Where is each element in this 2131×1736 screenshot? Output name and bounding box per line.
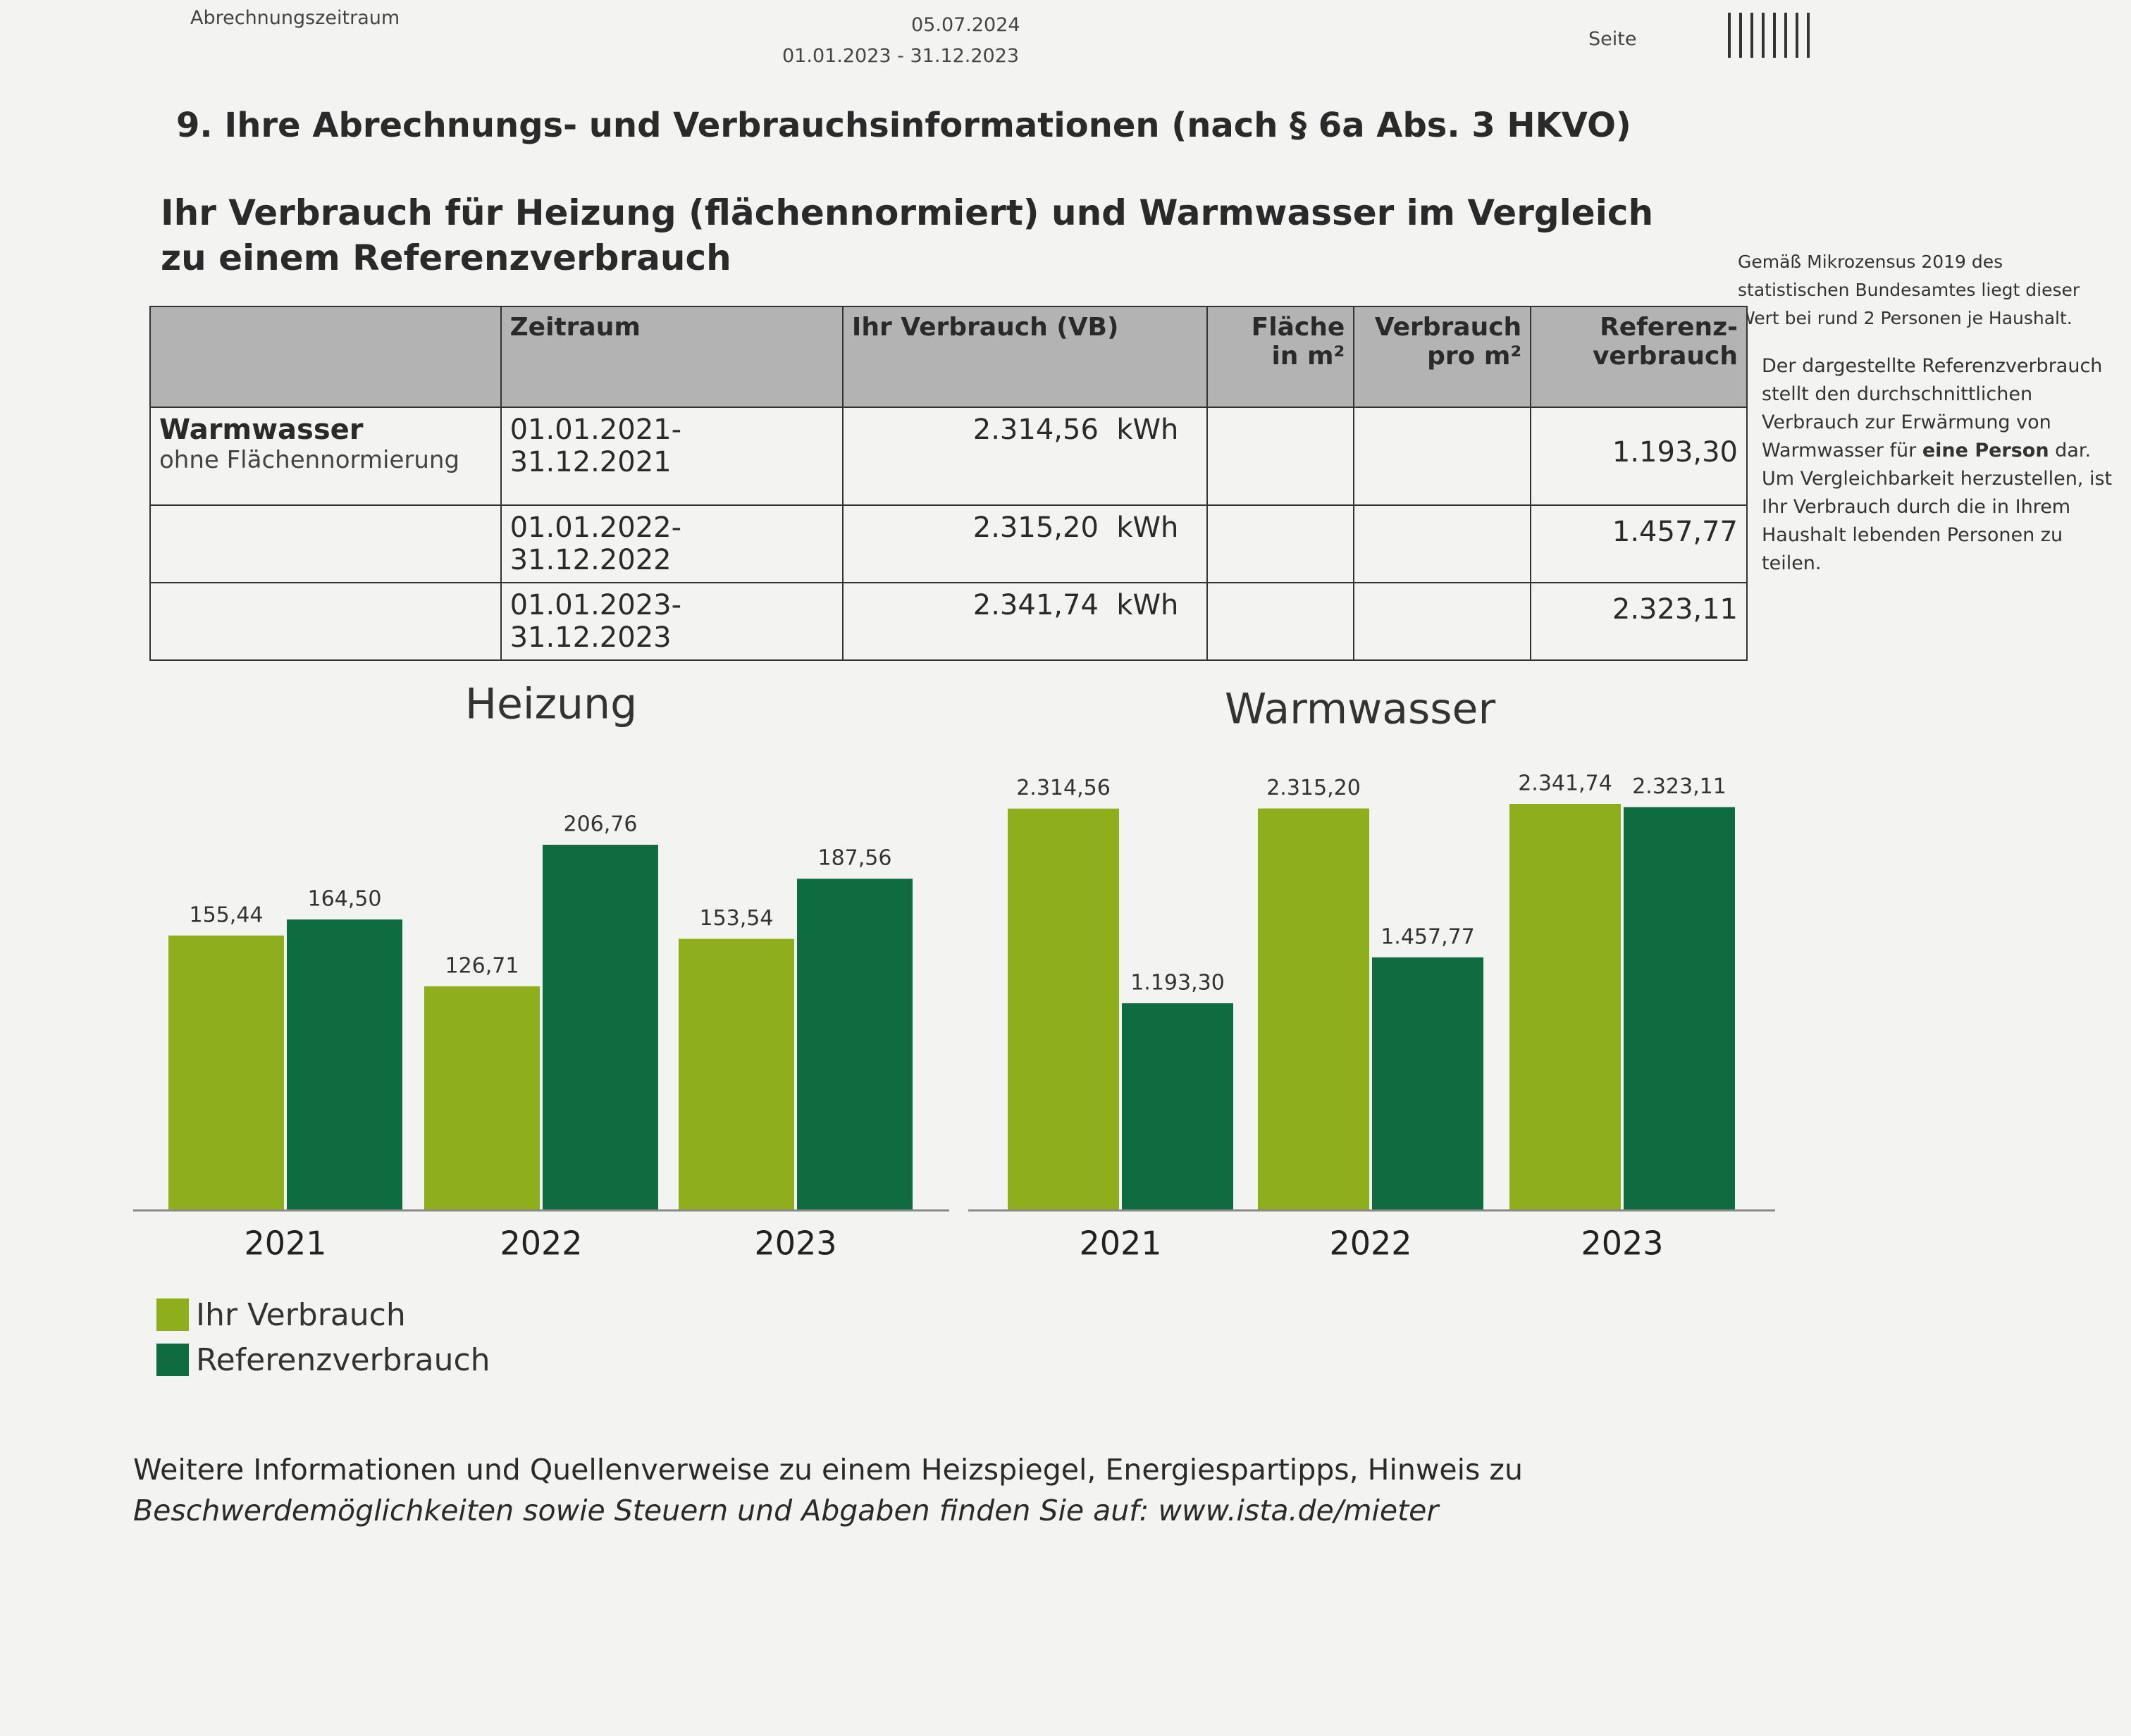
bar: [424, 986, 540, 1210]
bar: [1122, 1003, 1233, 1210]
cell: Warmwasser ohne Flächennormierung: [149, 407, 502, 506]
x-tick-label: 2023: [754, 1224, 836, 1263]
value-label: 155,44: [190, 903, 264, 927]
cell: 2.314,56 kWh: [841, 407, 1209, 506]
header-text: Referenz-: [1600, 313, 1738, 342]
bar: [168, 935, 284, 1210]
value-label: 2.341,74: [1518, 771, 1612, 796]
consumption-table: Zeitraum Ihr Verbrauch (VB) Fläche in m² …: [149, 306, 1748, 661]
bar: [1258, 808, 1369, 1210]
x-tick-label: 2021: [244, 1224, 326, 1263]
header-cell: Ihr Verbrauch (VB): [841, 306, 1209, 408]
bar: [543, 845, 658, 1210]
header-cell: [149, 306, 502, 408]
table-row: 01.01.2022-31.12.2022 2.315,20 kWh 1.457…: [149, 504, 1748, 583]
row-label: Warmwasser: [159, 414, 364, 446]
cell: 2.315,20 kWh: [841, 504, 1209, 583]
table-row: 01.01.2023-31.12.2023 2.341,74 kWh 2.323…: [149, 582, 1748, 661]
value-label: 206,76: [564, 812, 638, 837]
header-text: verbrauch: [1592, 342, 1738, 371]
row-sublabel: ohne Flächennormierung: [159, 446, 460, 474]
value-label: 2.323,11: [1632, 774, 1727, 799]
date: 05.07.2024: [911, 14, 1020, 36]
cell: 01.01.2023-31.12.2023: [500, 582, 844, 661]
header-text: in m²: [1271, 342, 1345, 371]
value-label: 126,71: [445, 953, 519, 978]
cell: 01.01.2022-31.12.2022: [500, 504, 844, 583]
header-cell: Fläche in m²: [1206, 306, 1355, 408]
note: Der dargestellte Referenzverbrauch stell…: [1762, 352, 2114, 578]
page-label: Seite: [1588, 28, 1637, 50]
bar: [679, 938, 794, 1210]
unit: kWh: [1116, 589, 1179, 621]
value-label: 2.314,56: [1016, 776, 1111, 800]
note: Gemäß Mikrozensus 2019 des statistischen…: [1738, 252, 2080, 328]
cell: 1.193,30: [1530, 407, 1748, 506]
header-text: pro m²: [1427, 342, 1522, 371]
footer-text: Beschwerdemöglichkeiten sowie Steuern un…: [133, 1494, 1439, 1527]
note-text: Der dargestellte Referenzverbrauch stell…: [1762, 355, 2103, 461]
consumption: 2.315,20: [972, 512, 1099, 544]
cell: [1353, 504, 1532, 583]
footer-text: Weitere Informationen und Quellenverweis…: [133, 1453, 1523, 1487]
value-label: 2.315,20: [1266, 776, 1361, 800]
header-text: Verbrauch: [1374, 313, 1522, 342]
cell: 2.341,74 kWh: [841, 582, 1209, 661]
period: 01.01.2023 - 31.12.2023: [782, 45, 1020, 67]
cell: [1353, 407, 1532, 506]
subtitle: Ihr Verbrauch für Heizung (flächennormie…: [161, 192, 1654, 278]
cell: [1206, 582, 1355, 661]
header-text: Fläche: [1251, 313, 1345, 342]
header-cell: Zeitraum: [500, 306, 844, 408]
chart-title: Warmwasser: [1225, 685, 1496, 734]
cell: 01.01.2021-31.12.2021: [500, 407, 844, 506]
section-title: 9. Ihre Abrechnungs- und Verbrauchsinfor…: [176, 106, 1631, 145]
consumption: 2.341,74: [972, 589, 1099, 621]
bar: [1624, 807, 1735, 1210]
consumption: 2.314,56: [972, 414, 1099, 446]
x-tick-label: 2022: [1329, 1224, 1412, 1263]
period-label: Abrechnungszeitraum: [190, 7, 400, 29]
value-label: 1.457,77: [1380, 924, 1475, 949]
cell: [1206, 504, 1355, 583]
value-label: 153,54: [700, 906, 774, 931]
x-tick-label: 2022: [500, 1224, 582, 1263]
unit: kWh: [1116, 512, 1179, 544]
cell: 1.457,77: [1530, 504, 1748, 583]
header-cell: Verbrauch pro m²: [1353, 306, 1532, 408]
value-label: 187,56: [818, 846, 892, 871]
cell: 2.323,11: [1530, 582, 1748, 661]
unit: kWh: [1116, 414, 1179, 446]
chart-title: Heizung: [465, 680, 637, 729]
table-row: Warmwasser ohne Flächennormierung 01.01.2…: [149, 407, 1748, 506]
header-row: Zeitraum Ihr Verbrauch (VB) Fläche in m² …: [149, 306, 1748, 408]
value-label: 164,50: [308, 887, 382, 912]
cell: [149, 582, 502, 661]
legend-swatch: [156, 1344, 189, 1376]
cell: [1353, 582, 1532, 661]
legend-label: Ihr Verbrauch: [196, 1297, 406, 1333]
bar: [1008, 808, 1119, 1210]
legend-label: Referenzverbrauch: [196, 1342, 490, 1378]
note-text: dar. Um Vergleichbarkeit herzustellen, i…: [1762, 440, 2113, 574]
note-emphasis: eine Person: [1922, 440, 2049, 461]
bar: [1372, 957, 1483, 1210]
bar: [797, 879, 913, 1210]
legend-swatch: [156, 1298, 189, 1331]
cell: [1206, 407, 1355, 506]
header-cell: Referenz-verbrauch: [1530, 306, 1748, 408]
cell: [149, 504, 502, 583]
x-tick-label: 2021: [1079, 1224, 1161, 1263]
bar: [1509, 804, 1621, 1210]
x-tick-label: 2023: [1581, 1224, 1663, 1263]
bar: [287, 919, 402, 1210]
value-label: 1.193,30: [1130, 970, 1225, 995]
barcode: [1728, 13, 1812, 58]
